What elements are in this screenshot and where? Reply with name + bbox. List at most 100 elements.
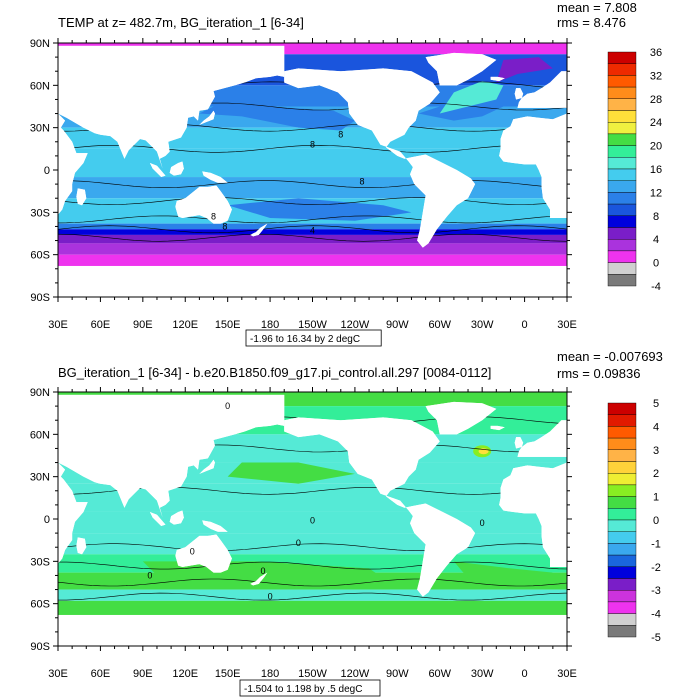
land-mask <box>175 534 232 573</box>
x-tick-label: 60W <box>428 319 451 331</box>
land-mask <box>76 188 87 206</box>
colorbar-swatch <box>607 110 637 123</box>
y-tick-label: 30S <box>30 207 50 219</box>
colorbar-swatch <box>607 449 637 462</box>
land-mask <box>284 417 476 597</box>
land-mask <box>58 265 567 297</box>
colorbar-swatch <box>607 625 637 638</box>
x-tick-label: 30E <box>557 668 577 680</box>
colorbar-swatch <box>607 519 637 532</box>
contour-label: 0 <box>190 546 195 556</box>
contour-label: 0 <box>225 401 230 411</box>
x-tick-label: 60W <box>428 668 451 680</box>
land-mask <box>425 401 497 435</box>
stat-rms: rms = 8.476 <box>557 15 626 30</box>
colorbar-label: -5 <box>651 632 661 644</box>
colorbar-label: 4 <box>653 234 659 246</box>
colorbar-swatch <box>607 578 637 591</box>
colorbar-swatch <box>607 98 637 111</box>
contour-line <box>58 543 567 551</box>
contour-line <box>58 592 567 601</box>
colorbar-swatch <box>607 75 637 88</box>
contour-line <box>58 144 567 153</box>
contour-line <box>58 180 567 188</box>
x-tick-label: 30E <box>48 319 68 331</box>
colorbar-swatch <box>607 51 637 64</box>
y-tick-label: 60S <box>30 250 50 262</box>
x-tick-label: 90E <box>133 319 153 331</box>
contour-info-box <box>245 329 382 347</box>
stat-rms: rms = 0.09836 <box>557 366 640 381</box>
contour-label: 0 <box>261 566 266 576</box>
colorbar-swatch <box>607 63 637 76</box>
land-mask <box>202 520 228 532</box>
field-band <box>58 229 567 235</box>
colorbar-swatch <box>607 566 637 579</box>
land-mask <box>517 71 567 108</box>
land-mask <box>284 68 476 248</box>
field-region <box>453 561 553 583</box>
field-band <box>58 148 567 178</box>
x-tick-label: 90W <box>386 319 409 331</box>
colorbar-label: -1 <box>651 538 661 550</box>
colorbar-label: 1 <box>653 492 659 504</box>
x-tick-label: 150E <box>215 319 241 331</box>
x-tick-label: 180 <box>261 668 279 680</box>
colorbar-swatch <box>607 590 637 603</box>
field-region <box>227 462 355 484</box>
field-band <box>58 127 567 149</box>
contour-label: 0 <box>296 538 301 548</box>
contour-line <box>58 578 567 587</box>
colorbar-swatch <box>607 262 637 275</box>
contour-line <box>58 225 567 234</box>
colorbar-swatch <box>607 543 637 556</box>
land-mask <box>514 88 524 100</box>
x-tick-label: 150W <box>298 668 327 680</box>
contour-label: 8 <box>359 176 364 186</box>
colorbar-swatch <box>607 168 637 181</box>
colorbar-label: -4 <box>651 281 661 293</box>
contour-label: 8 <box>222 221 227 231</box>
x-tick-label: 120E <box>172 668 198 680</box>
land-mask <box>517 420 567 457</box>
field-band <box>58 43 567 55</box>
y-tick-label: 90S <box>30 641 50 653</box>
land-mask <box>499 462 567 567</box>
contour-label: 0 <box>268 592 273 602</box>
land-mask <box>58 392 88 569</box>
land-mask <box>490 425 505 431</box>
colorbar-label: 28 <box>650 94 662 106</box>
y-tick-label: 30N <box>30 123 50 135</box>
colorbar-swatch <box>607 145 637 158</box>
panel-2: 0 0 0 0 0 0 0 0 30E 60E 90E 120E 150E 180 150W 120W 90W 6… <box>30 349 663 697</box>
x-tick-label: 60E <box>91 668 111 680</box>
land-mask <box>76 537 87 555</box>
colorbar-label: 16 <box>650 164 662 176</box>
colorbar-swatch <box>607 227 637 240</box>
colorbar-swatch <box>607 414 637 427</box>
colorbar-swatch <box>607 157 637 170</box>
y-tick-label: 60S <box>30 599 50 611</box>
colorbar-swatch <box>607 613 637 626</box>
field-region <box>227 198 412 221</box>
y-tick-label: 30N <box>30 472 50 484</box>
x-tick-label: 150W <box>298 319 327 331</box>
y-tick-label: 0 <box>44 165 50 177</box>
field-band <box>58 572 567 590</box>
colorbar-swatch <box>607 531 637 544</box>
colorbar-swatch <box>607 601 637 614</box>
land-mask <box>149 511 166 527</box>
contour-info: -1.504 to 1.198 by .5 degC <box>244 684 362 695</box>
colorbar-label: -3 <box>651 585 661 597</box>
land-mask <box>199 110 215 125</box>
chart-title: TEMP at z= 482.7m, BG_iteration_1 [6-34] <box>58 15 304 30</box>
colorbar-swatch <box>607 133 637 146</box>
colorbar-swatch <box>607 437 637 451</box>
contour-label: 0 <box>310 515 315 525</box>
contour-line <box>58 197 567 205</box>
contour-info: -1.96 to 16.34 by 2 degC <box>250 334 360 345</box>
field-band <box>58 223 567 230</box>
land-mask <box>149 162 166 178</box>
contour-label: 8 <box>338 130 343 140</box>
